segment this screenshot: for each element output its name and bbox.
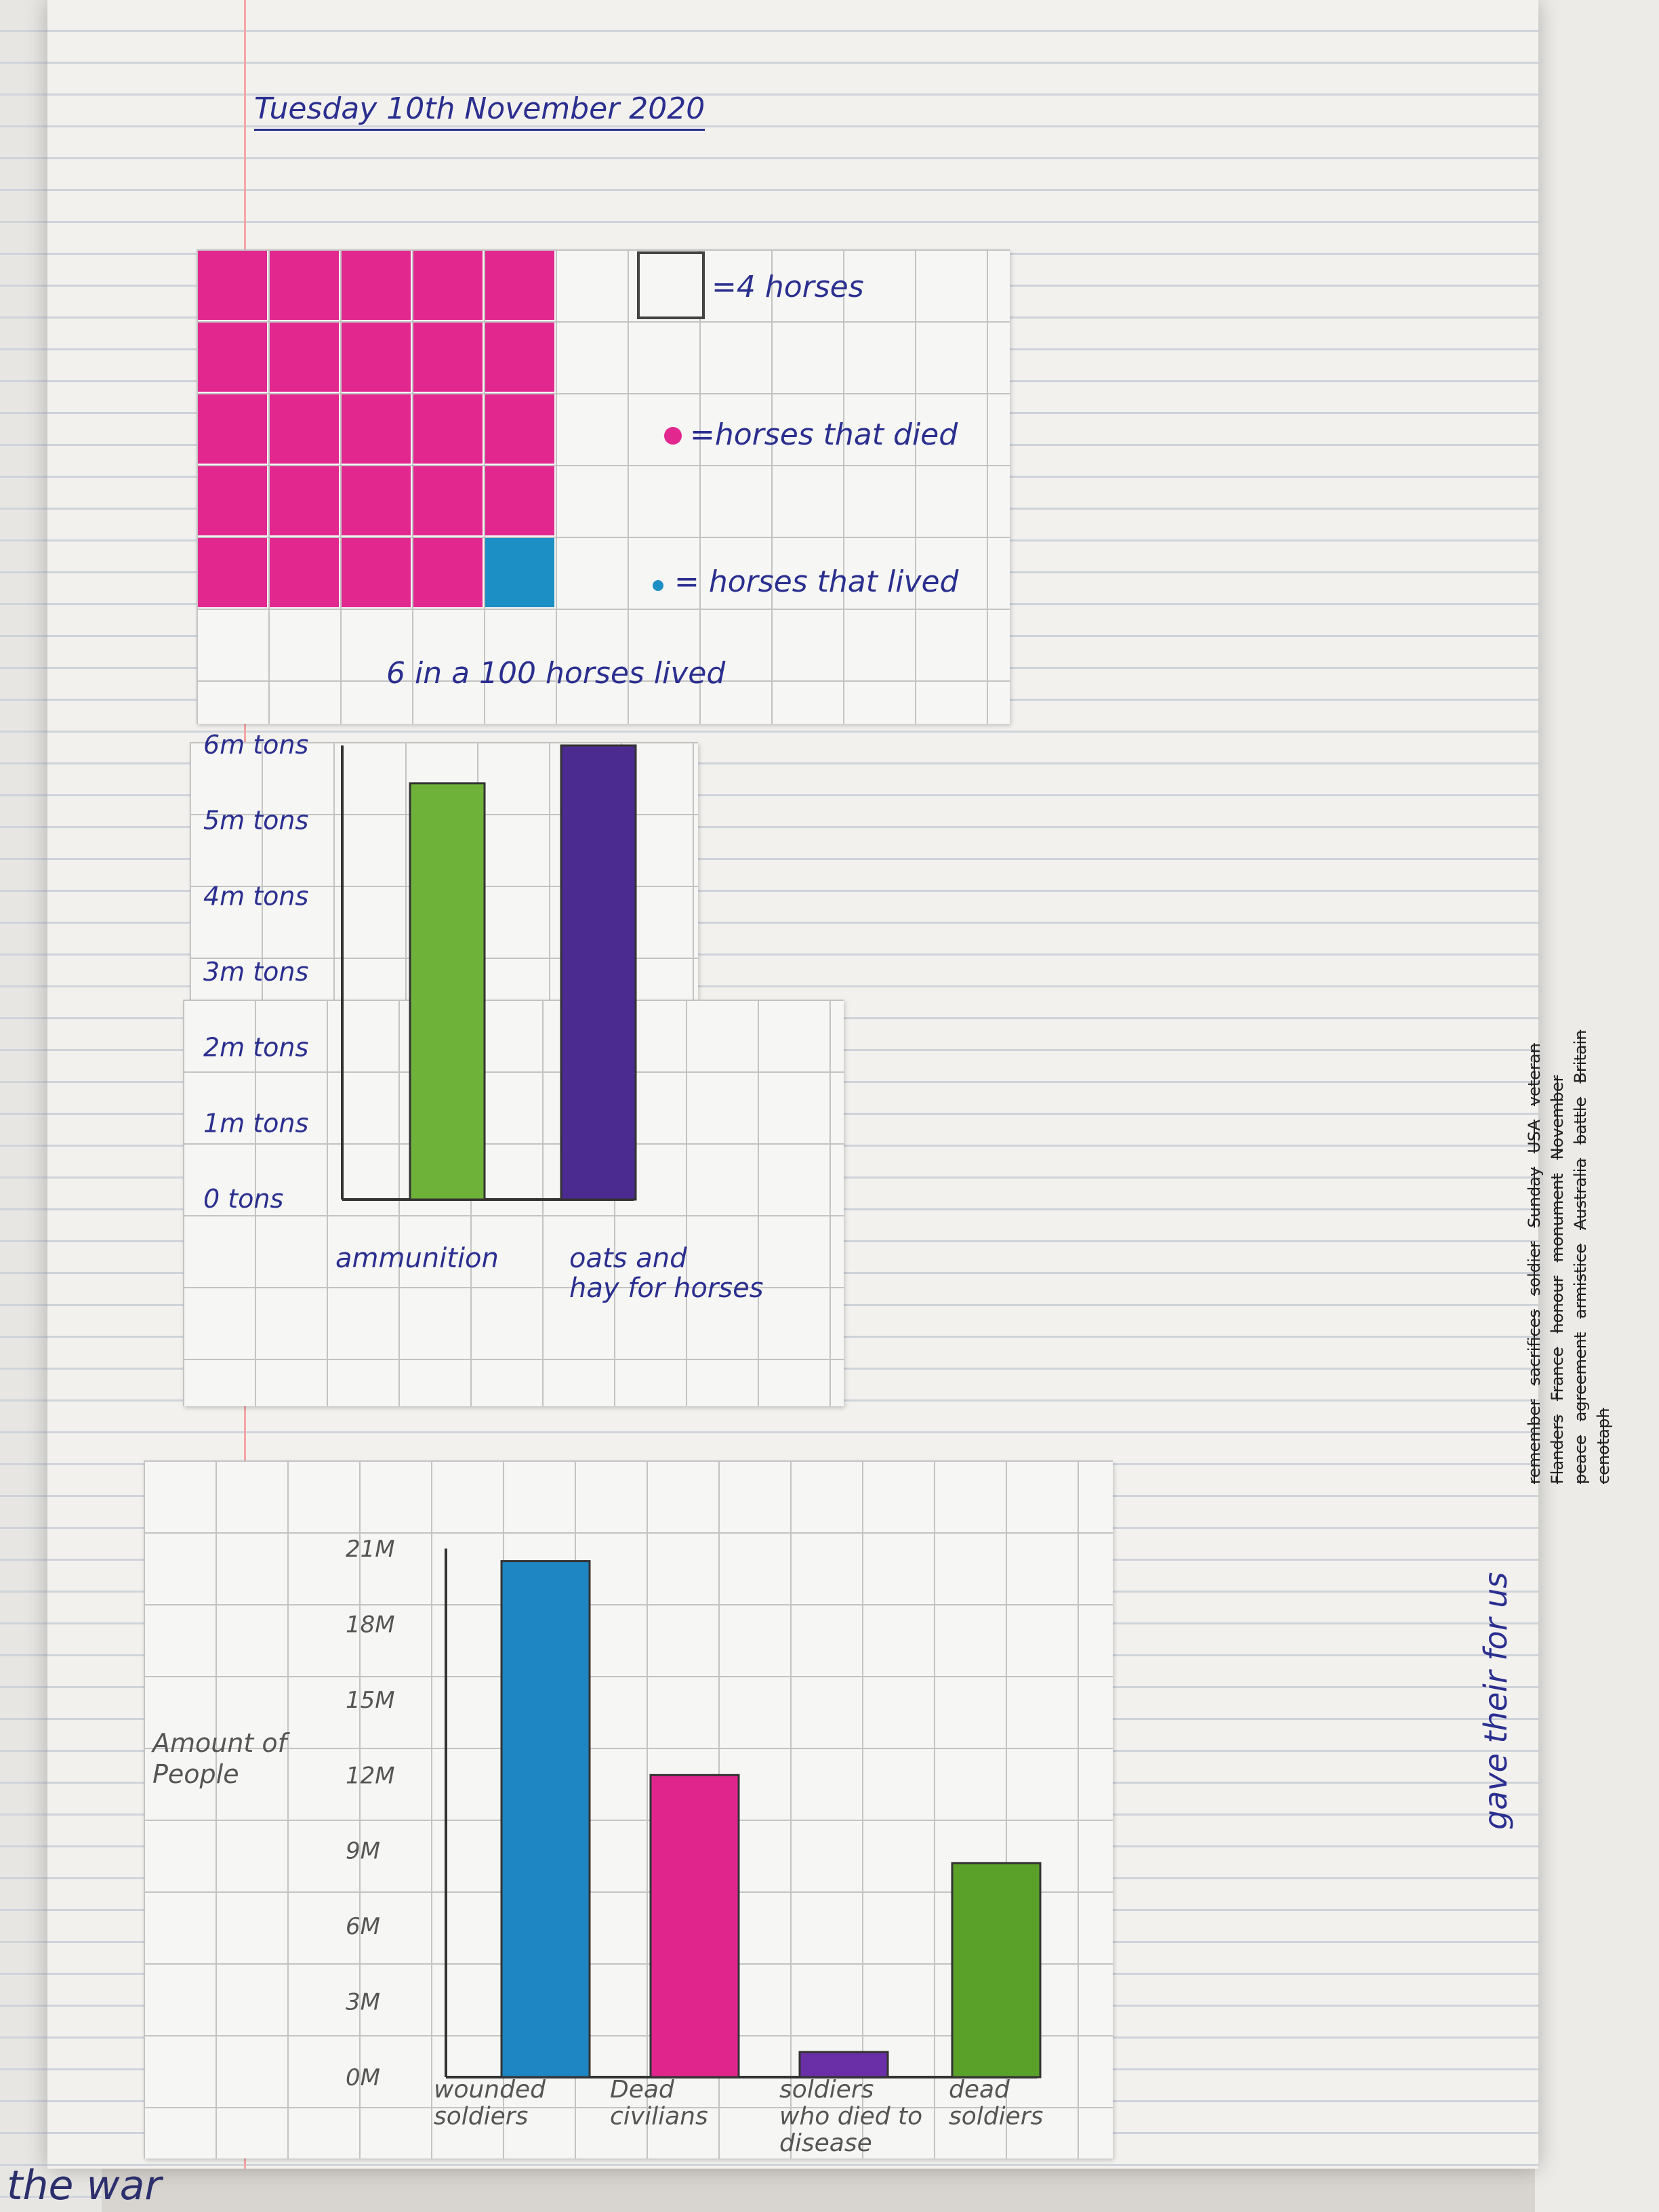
right-worksheet-strip [1535,0,1659,2212]
y-tick-label: 4m tons [203,881,308,911]
side-word: cenotaph [1594,1408,1613,1484]
side-word: November [1548,1075,1567,1160]
page-date: Tuesday 10th November 2020 [254,91,705,131]
side-words: remember sacrifices soldier Sunday USA vetera… [1525,1023,1613,1484]
side-word: Britain [1571,1029,1590,1084]
key-died-label: =horses that died [690,417,958,452]
x-category-label: wounded soldiers [434,2076,546,2131]
pictogram-grid [198,251,554,607]
pictogram-cell-died [485,394,554,464]
bar-1 [649,1774,740,2078]
x-category-label: Dead civilians [610,2076,708,2131]
key-square-label: =4 horses [712,270,864,304]
y-tick-label: 15M [346,1687,395,1714]
pictogram-cell-died [342,251,411,320]
side-word: agreement [1571,1332,1590,1422]
pictogram-cell-died [485,251,554,320]
y-tick-label: 6M [346,1913,380,1940]
key-lived-dot-icon [653,580,663,591]
side-word: Sunday [1525,1166,1544,1228]
pictogram-cell-lived [485,538,554,607]
pictogram-cell-died [485,323,554,392]
side-word: armistice [1571,1244,1590,1319]
chart1-card [183,1000,844,1406]
x-category-label: ammunition [335,1243,499,1274]
y-tick-label: 6m tons [203,730,308,760]
pictogram-cell-died [342,323,411,392]
side-caption: gave their for us [1477,1572,1514,1830]
side-word: Flanders [1548,1414,1567,1484]
x-category-label: soldiers who died to disease [779,2076,922,2157]
y-tick-label: 12M [346,1762,395,1789]
pictogram-cell-died [413,466,483,535]
y-tick-label: 0M [346,2064,380,2091]
pictogram-cell-died [270,323,339,392]
pictogram-cell-died [198,466,267,535]
pictogram-cell-died [413,538,483,607]
y-tick-label: 3M [346,1989,380,2016]
bar-2 [798,2051,889,2078]
y-tick-label: 2m tons [203,1033,308,1063]
key-square-icon [637,251,705,319]
side-word: Australia [1571,1158,1590,1230]
pictogram-cell-died [198,323,267,392]
side-word: veteran [1525,1043,1544,1107]
pictogram-cell-died [413,251,483,320]
y-tick-label: 0 tons [203,1184,283,1214]
bottom-left-text: the war [7,2162,162,2209]
y-tick-label: 5m tons [203,806,308,836]
pictogram-cell-died [413,394,483,464]
side-word: monument [1548,1173,1567,1263]
pictogram-cell-died [270,251,339,320]
pictogram-cell-died [198,538,267,607]
pictogram-cell-died [270,466,339,535]
key-lived-label: = horses that lived [674,565,959,599]
x-category-label: dead soldiers [949,2076,1043,2131]
pictogram-cell-died [342,394,411,464]
pictogram-card: =4 horses =horses that died = horses tha… [197,249,1010,724]
y-tick-label: 1m tons [203,1108,308,1138]
side-word: remember [1525,1399,1544,1485]
pictogram-cell-died [485,466,554,535]
side-word: honour [1548,1275,1567,1334]
side-word: soldier [1525,1241,1544,1296]
x-category-label: oats and hay for horses [569,1243,764,1304]
side-word: peace [1571,1435,1590,1484]
side-word: France [1548,1347,1567,1401]
pictogram-cell-died [342,466,411,535]
side-word: battle [1571,1097,1590,1145]
pictogram-caption: 6 in a 100 horses lived [386,656,726,691]
bar-1 [560,744,637,1201]
pictogram-cell-died [270,394,339,464]
side-word-list: remember sacrifices soldier Sunday USA vetera… [1525,1023,1659,1484]
y-tick-label: 18M [346,1611,395,1638]
bar-0 [500,1560,591,2078]
bar-3 [951,1862,1042,2078]
pictogram-cell-died [198,251,267,320]
bar-0 [409,782,486,1201]
side-word: USA [1525,1120,1544,1153]
pictogram-cell-died [198,394,267,464]
pictogram-cell-died [270,538,339,607]
y-tick-label: 3m tons [203,957,308,987]
y-tick-label: 21M [346,1536,395,1563]
y-tick-label: 9M [346,1838,380,1865]
pictogram-cell-died [342,538,411,607]
side-word: sacrifices [1525,1309,1544,1386]
key-died-dot-icon [664,427,682,445]
chart2-ylabel: Amount of People [152,1728,287,1789]
pictogram-cell-died [413,323,483,392]
